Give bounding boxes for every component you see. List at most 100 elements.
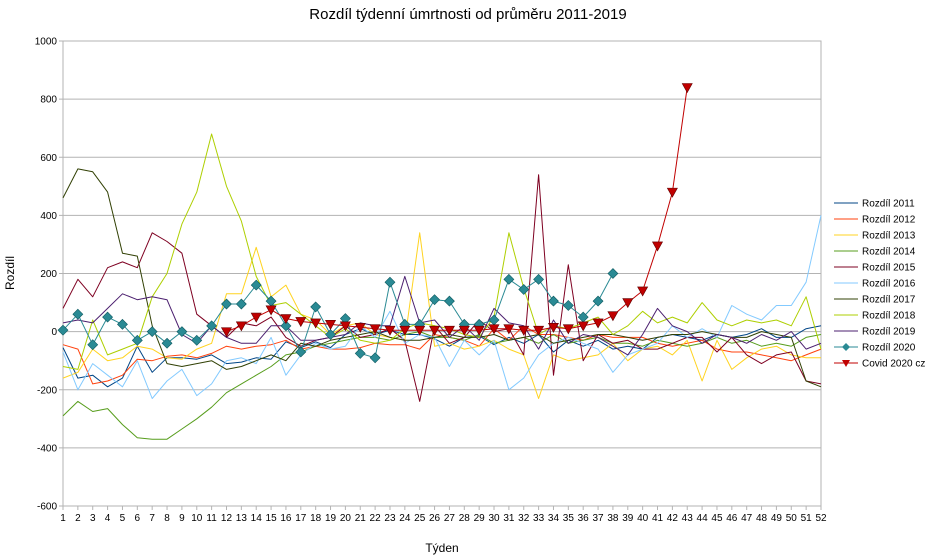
data-point-covid-2020-cz (399, 325, 411, 336)
x-tick-label: 13 (236, 513, 248, 524)
data-point-covid-2020-cz (488, 324, 500, 335)
x-tick-label: 26 (429, 513, 441, 524)
series-line-rozd-l-2014 (62, 331, 822, 440)
x-tick-label: 6 (135, 513, 141, 524)
legend-label: Rozdíl 2020 (862, 343, 916, 354)
legend-label: Covid 2020 cz (862, 359, 925, 370)
x-tick-label: 25 (414, 513, 426, 524)
legend: Rozdíl 2011 Rozdíl 2012 Rozdíl 2013 Rozdíl … (834, 199, 925, 370)
x-tick-label: 48 (756, 513, 768, 524)
legend-item-rozd-l-2014: Rozdíl 2014 (834, 247, 916, 258)
data-point-rozd-l-2020 (562, 300, 574, 311)
x-tick-label: 14 (251, 513, 263, 524)
x-tick-label: 22 (370, 513, 382, 524)
data-point-covid-2020-cz (458, 325, 470, 336)
data-point-covid-2020-cz (518, 325, 530, 336)
legend-item-rozd-l-2020: Rozdíl 2020 (834, 343, 916, 354)
data-point-rozd-l-2020 (384, 276, 396, 288)
data-point-covid-2020-cz (533, 325, 545, 336)
y-axis-label: Rozdíl (3, 256, 17, 290)
data-point-rozd-l-2020 (310, 301, 322, 313)
data-point-covid-2020-cz (369, 324, 381, 335)
legend-label: Rozdíl 2019 (862, 327, 916, 338)
y-tick-label: 800 (40, 95, 57, 106)
x-tick-label: 12 (221, 513, 233, 524)
x-tick-label: 32 (518, 513, 530, 524)
data-point-rozd-l-2020 (102, 311, 114, 323)
x-tick-label: 27 (444, 513, 456, 524)
data-point-rozd-l-2020 (206, 320, 218, 332)
x-tick-label: 33 (533, 513, 545, 524)
data-point-covid-2020-cz (250, 312, 262, 323)
x-tick-label: 44 (697, 513, 709, 524)
x-axis-ticks: 1 2 3 4 5 6 7 8 9 10 11 12 13 14 15 16 17 18 19 20 21 22 23 24 2… (60, 506, 827, 524)
data-point-covid-2020-cz (607, 311, 619, 322)
data-point-covid-2020-cz (592, 318, 604, 329)
series-markers (57, 83, 693, 364)
x-tick-label: 36 (578, 513, 590, 524)
data-point-rozd-l-2020 (518, 284, 530, 295)
x-tick-label: 38 (607, 513, 619, 524)
data-point-covid-2020-cz (547, 322, 559, 333)
data-point-covid-2020-cz (577, 321, 589, 332)
x-tick-label: 5 (120, 513, 126, 524)
data-point-covid-2020-cz (562, 324, 574, 335)
legend-label: Rozdíl 2012 (862, 215, 916, 226)
data-point-covid-2020-cz (429, 325, 441, 336)
y-tick-label: 1000 (35, 37, 58, 48)
x-axis-label: Týden (425, 541, 458, 555)
x-tick-label: 34 (548, 513, 560, 524)
x-tick-label: 35 (563, 513, 575, 524)
legend-item-rozd-l-2019: Rozdíl 2019 (834, 327, 916, 338)
x-tick-label: 20 (340, 513, 352, 524)
data-point-covid-2020-cz (443, 325, 455, 336)
legend-item-covid-2020-cz: Covid 2020 cz (834, 359, 925, 370)
data-point-rozd-l-2020 (295, 346, 307, 358)
y-tick-label: 600 (40, 153, 57, 164)
x-tick-label: 28 (459, 513, 471, 524)
x-tick-label: 9 (179, 513, 185, 524)
data-point-rozd-l-2020 (176, 326, 188, 338)
data-point-covid-2020-cz (503, 324, 515, 335)
x-tick-label: 49 (771, 513, 783, 524)
series-line-rozd-l-2017 (62, 168, 822, 388)
x-tick-label: 1 (60, 513, 66, 524)
y-tick-label: -200 (37, 385, 57, 396)
data-point-rozd-l-2020 (191, 334, 203, 346)
data-point-covid-2020-cz (265, 305, 277, 316)
x-tick-label: 50 (786, 513, 798, 524)
data-point-rozd-l-2020 (161, 337, 173, 349)
x-tick-label: 2 (75, 513, 81, 524)
data-point-covid-2020-cz (622, 298, 634, 309)
x-tick-label: 18 (310, 513, 322, 524)
legend-item-rozd-l-2012: Rozdíl 2012 (834, 215, 916, 226)
series-line-rozd-l-2018 (62, 133, 822, 370)
data-point-rozd-l-2020 (548, 295, 559, 307)
y-tick-label: -600 (37, 502, 57, 513)
x-tick-label: 4 (105, 513, 111, 524)
legend-item-rozd-l-2017: Rozdíl 2017 (834, 295, 916, 306)
x-tick-label: 45 (711, 513, 723, 524)
data-point-rozd-l-2020 (325, 329, 336, 340)
x-tick-label: 10 (191, 513, 203, 524)
data-point-rozd-l-2020 (87, 339, 99, 351)
legend-item-rozd-l-2018: Rozdíl 2018 (834, 311, 916, 322)
series-lines (62, 87, 822, 440)
x-tick-label: 43 (682, 513, 694, 524)
chart-title: Rozdíl týdenní úmrtnosti od průměru 2011… (309, 6, 626, 23)
x-tick-label: 19 (325, 513, 337, 524)
data-point-covid-2020-cz (666, 187, 678, 198)
x-tick-label: 16 (280, 513, 292, 524)
legend-label: Rozdíl 2018 (862, 311, 916, 322)
x-tick-label: 24 (399, 513, 411, 524)
data-point-covid-2020-cz (384, 325, 396, 336)
series-line-rozd-l-2013 (62, 232, 821, 399)
data-point-rozd-l-2020 (72, 308, 84, 320)
x-tick-label: 8 (164, 513, 170, 524)
legend-label: Rozdíl 2013 (862, 231, 916, 242)
x-tick-label: 37 (592, 513, 604, 524)
x-tick-label: 15 (266, 513, 278, 524)
legend-item-rozd-l-2015: Rozdíl 2015 (834, 263, 916, 274)
